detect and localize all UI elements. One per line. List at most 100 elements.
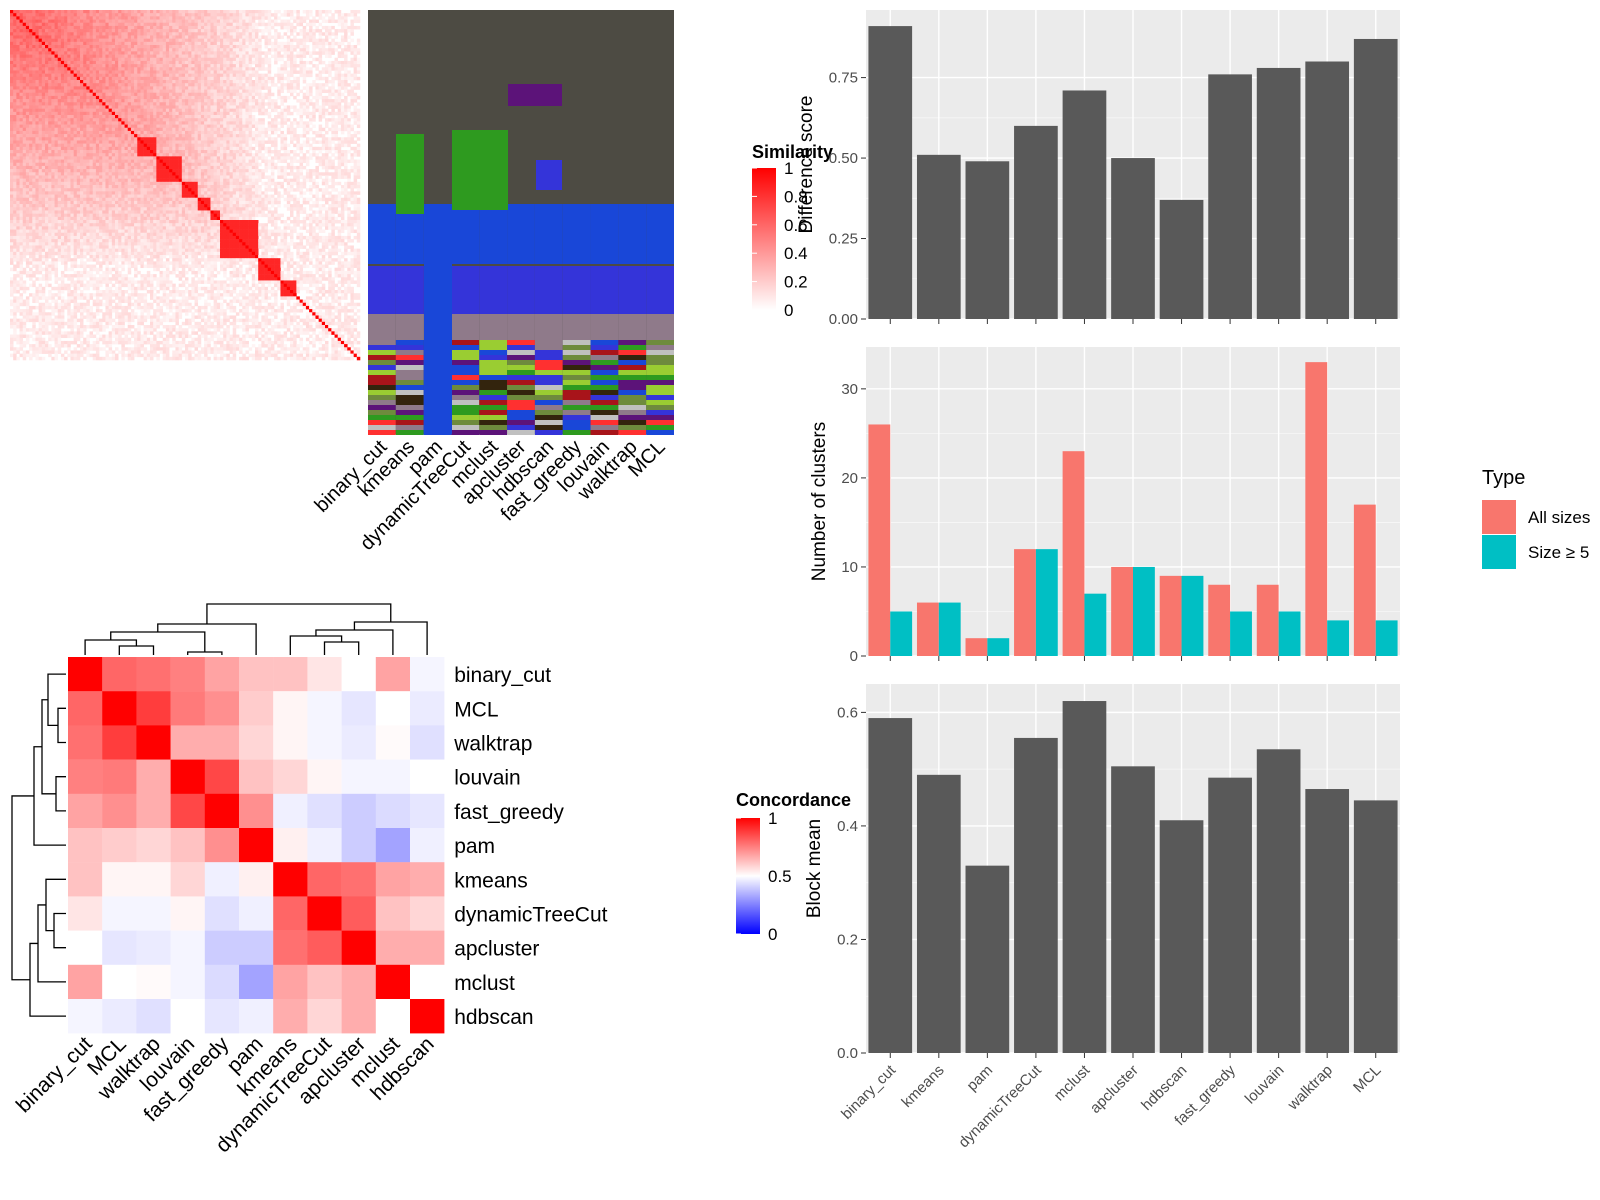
similarity-cell	[213, 29, 218, 33]
similarity-cell	[38, 99, 43, 103]
similarity-cell	[267, 19, 272, 24]
similarity-cell	[245, 150, 249, 154]
similarity-cell	[92, 124, 97, 129]
similarity-cell	[267, 159, 272, 164]
similarity-cell	[108, 115, 113, 119]
similarity-cell	[251, 70, 256, 74]
similarity-cell	[242, 153, 246, 157]
similarity-cell	[194, 162, 199, 167]
similarity-cell	[353, 159, 358, 164]
similarity-cell	[121, 143, 125, 148]
similarity-cell	[92, 89, 97, 94]
similarity-cell	[60, 29, 65, 33]
similarity-cell	[108, 41, 113, 46]
similarity-cell	[99, 13, 103, 17]
similarity-cell	[181, 51, 186, 55]
similarity-cell	[181, 159, 186, 164]
similarity-cell	[353, 16, 358, 20]
similarity-cell	[150, 51, 154, 55]
similarity-cell	[92, 67, 97, 71]
similarity-cell	[118, 118, 122, 122]
similarity-cell	[73, 111, 78, 116]
similarity-cell	[89, 165, 94, 170]
similarity-cell	[153, 22, 157, 27]
similarity-cell	[239, 67, 243, 71]
similarity-cell	[207, 38, 211, 43]
similarity-cell	[146, 80, 151, 84]
similarity-cell	[25, 134, 30, 138]
similarity-cell	[274, 146, 278, 151]
similarity-cell	[143, 124, 148, 129]
similarity-cell	[115, 130, 119, 135]
similarity-cell	[293, 57, 297, 62]
similarity-cell	[200, 162, 205, 167]
similarity-cell	[70, 76, 74, 81]
similarity-cell	[280, 108, 284, 113]
similarity-cell	[10, 105, 14, 109]
similarity-cell	[111, 111, 116, 116]
similarity-cell	[200, 137, 205, 141]
similarity-cell	[45, 32, 49, 36]
similarity-cell	[239, 105, 243, 109]
similarity-cell	[321, 41, 326, 46]
similarity-cell	[318, 51, 323, 55]
similarity-cell	[76, 146, 81, 151]
similarity-cell	[248, 67, 253, 71]
similarity-cell	[150, 29, 154, 33]
similarity-cell	[309, 86, 313, 90]
similarity-cell	[146, 156, 151, 160]
similarity-cell	[178, 105, 183, 109]
similarity-cell	[340, 118, 345, 122]
similarity-cell	[245, 25, 249, 30]
similarity-cell	[108, 153, 113, 157]
similarity-cell	[280, 67, 284, 71]
similarity-cell	[274, 108, 278, 113]
similarity-cell	[235, 67, 240, 71]
similarity-cell	[200, 38, 205, 43]
similarity-cell	[146, 102, 151, 106]
similarity-cell	[48, 57, 52, 62]
similarity-cell	[239, 41, 243, 46]
similarity-cell	[353, 92, 358, 97]
similarity-cell	[95, 48, 100, 52]
similarity-cell	[118, 38, 122, 43]
similarity-cell	[325, 153, 329, 157]
similarity-cell	[13, 108, 17, 113]
similarity-cell	[111, 165, 116, 170]
similarity-cell	[328, 41, 332, 46]
similarity-cell	[283, 134, 288, 138]
similarity-cell	[146, 99, 151, 103]
similarity-cell	[48, 45, 52, 49]
similarity-cell	[178, 127, 183, 132]
similarity-cell	[80, 83, 84, 87]
similarity-cell	[347, 127, 351, 132]
similarity-cell	[121, 118, 125, 122]
similarity-cell	[220, 16, 224, 20]
similarity-cell	[299, 118, 304, 122]
similarity-cell	[86, 140, 90, 144]
similarity-cell	[95, 121, 100, 125]
similarity-cell	[334, 130, 339, 135]
similarity-cell	[318, 156, 323, 160]
similarity-cell	[309, 137, 313, 141]
similarity-cell	[22, 54, 27, 59]
similarity-cell	[150, 86, 154, 90]
similarity-cell	[22, 86, 27, 90]
similarity-cell	[115, 51, 119, 55]
similarity-cell	[175, 111, 179, 116]
similarity-cell	[210, 32, 214, 36]
similarity-cell	[38, 102, 43, 106]
similarity-cell	[312, 153, 316, 157]
similarity-cell	[32, 35, 36, 39]
similarity-cell	[188, 89, 192, 94]
similarity-cell	[19, 76, 24, 81]
similarity-cell	[293, 67, 297, 71]
similarity-cell	[45, 13, 49, 17]
similarity-cell	[134, 86, 138, 90]
similarity-cell	[134, 83, 138, 87]
similarity-cell	[165, 111, 170, 116]
similarity-cell	[274, 102, 278, 106]
similarity-cell	[280, 45, 284, 49]
similarity-cell	[216, 51, 221, 55]
similarity-cell	[220, 67, 224, 71]
